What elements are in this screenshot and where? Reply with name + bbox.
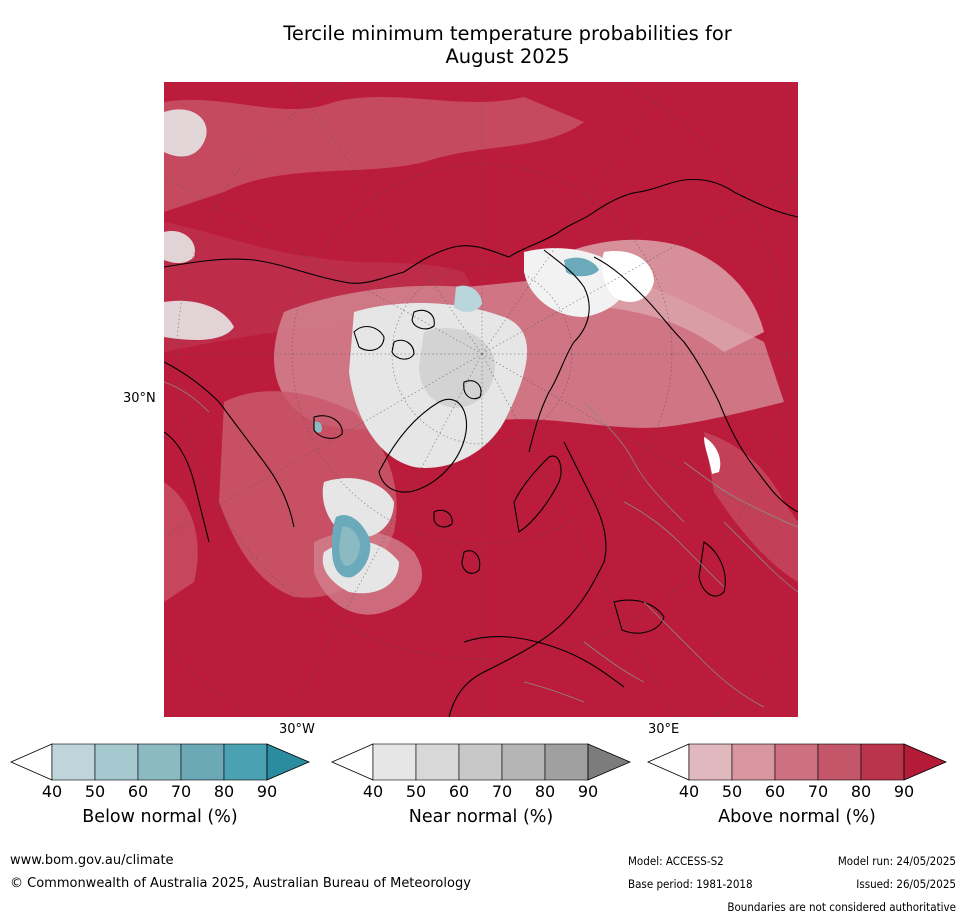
copyright-notice: © Commonwealth of Australia 2025, Austra… (10, 876, 471, 891)
colorbar-swatch (688, 743, 733, 781)
colorbar-swatch (817, 743, 862, 781)
colorbar-tick-label: 60 (764, 782, 786, 801)
colorbar-tick-label: 60 (448, 782, 470, 801)
colorbar-swatch (223, 743, 268, 781)
website-link[interactable]: www.bom.gov.au/climate (10, 853, 174, 868)
colorbar-tick-label: 90 (577, 782, 599, 801)
colorbar-near-normal: Near normal (%) 40 50 60 70 80 90 (331, 743, 631, 843)
chart-title: Tercile minimum temperature probabilitie… (230, 22, 785, 68)
colorbar-swatch (501, 743, 546, 781)
title-line-2: August 2025 (445, 45, 570, 68)
colorbar-swatch (458, 743, 503, 781)
boundaries-disclaimer: Boundaries are not considered authoritat… (727, 900, 956, 914)
colorbar-extend-high (903, 743, 947, 781)
colorbar-tick-label: 90 (256, 782, 278, 801)
colorbar-swatch (94, 743, 139, 781)
colorbar-extend-high (266, 743, 310, 781)
issued-date: Issued: 26/05/2025 (856, 877, 956, 891)
colorbar-near-normal-swatches (331, 743, 631, 781)
colorbar-below-normal: Below normal (%) 40 50 60 70 80 90 (10, 743, 310, 843)
graticule (164, 82, 798, 717)
colorbar-tick-label: 40 (678, 782, 700, 801)
colorbar-tick-label: 50 (84, 782, 106, 801)
colorbar-tick-label: 80 (534, 782, 556, 801)
probability-map[interactable] (164, 82, 798, 717)
title-line-1: Tercile minimum temperature probabilitie… (283, 22, 732, 45)
model-run-date: Model run: 24/05/2025 (837, 854, 956, 868)
latitude-label-30n: 30°N (123, 391, 156, 406)
colorbar-swatch (372, 743, 417, 781)
colorbar-tick-label: 60 (127, 782, 149, 801)
colorbar-above-normal-label: Above normal (%) (718, 807, 876, 827)
colorbar-below-normal-label: Below normal (%) (82, 807, 238, 827)
colorbar-extend-low (10, 743, 53, 781)
colorbar-swatch (544, 743, 589, 781)
colorbar-tick-label: 90 (893, 782, 915, 801)
colorbar-tick-label: 40 (41, 782, 63, 801)
longitude-label-30w: 30°W (279, 722, 315, 737)
colorbar-swatch (137, 743, 182, 781)
country-borders (164, 381, 798, 708)
colorbar-tick-label: 80 (850, 782, 872, 801)
model-name: Model: ACCESS-S2 (628, 854, 724, 868)
base-period: Base period: 1981-2018 (628, 877, 753, 891)
colorbar-near-normal-label: Near normal (%) (408, 807, 554, 827)
colorbar-tick-label: 80 (213, 782, 235, 801)
colorbar-extend-low (331, 743, 374, 781)
colorbar-tick-label: 70 (807, 782, 829, 801)
coastlines (164, 178, 798, 717)
colorbar-extend-low (647, 743, 690, 781)
colorbar-swatch (180, 743, 225, 781)
below-normal-shading (313, 257, 599, 578)
colorbar-tick-label: 40 (362, 782, 384, 801)
colorbar-tick-label: 70 (170, 782, 192, 801)
colorbar-tick-label: 50 (405, 782, 427, 801)
colorbar-tick-label: 50 (721, 782, 743, 801)
colorbar-tick-label: 70 (491, 782, 513, 801)
colorbar-swatch (860, 743, 905, 781)
map-canvas (164, 82, 798, 717)
colorbar-extend-high (587, 743, 631, 781)
colorbar-below-normal-swatches (10, 743, 310, 781)
colorbar-swatch (774, 743, 819, 781)
longitude-label-30e: 30°E (648, 722, 680, 737)
colorbar-swatch (415, 743, 460, 781)
colorbar-swatch (731, 743, 776, 781)
colorbar-above-normal: Above normal (%) 40 50 60 70 80 90 (647, 743, 947, 843)
colorbar-above-normal-swatches (647, 743, 947, 781)
colorbar-swatch (51, 743, 96, 781)
